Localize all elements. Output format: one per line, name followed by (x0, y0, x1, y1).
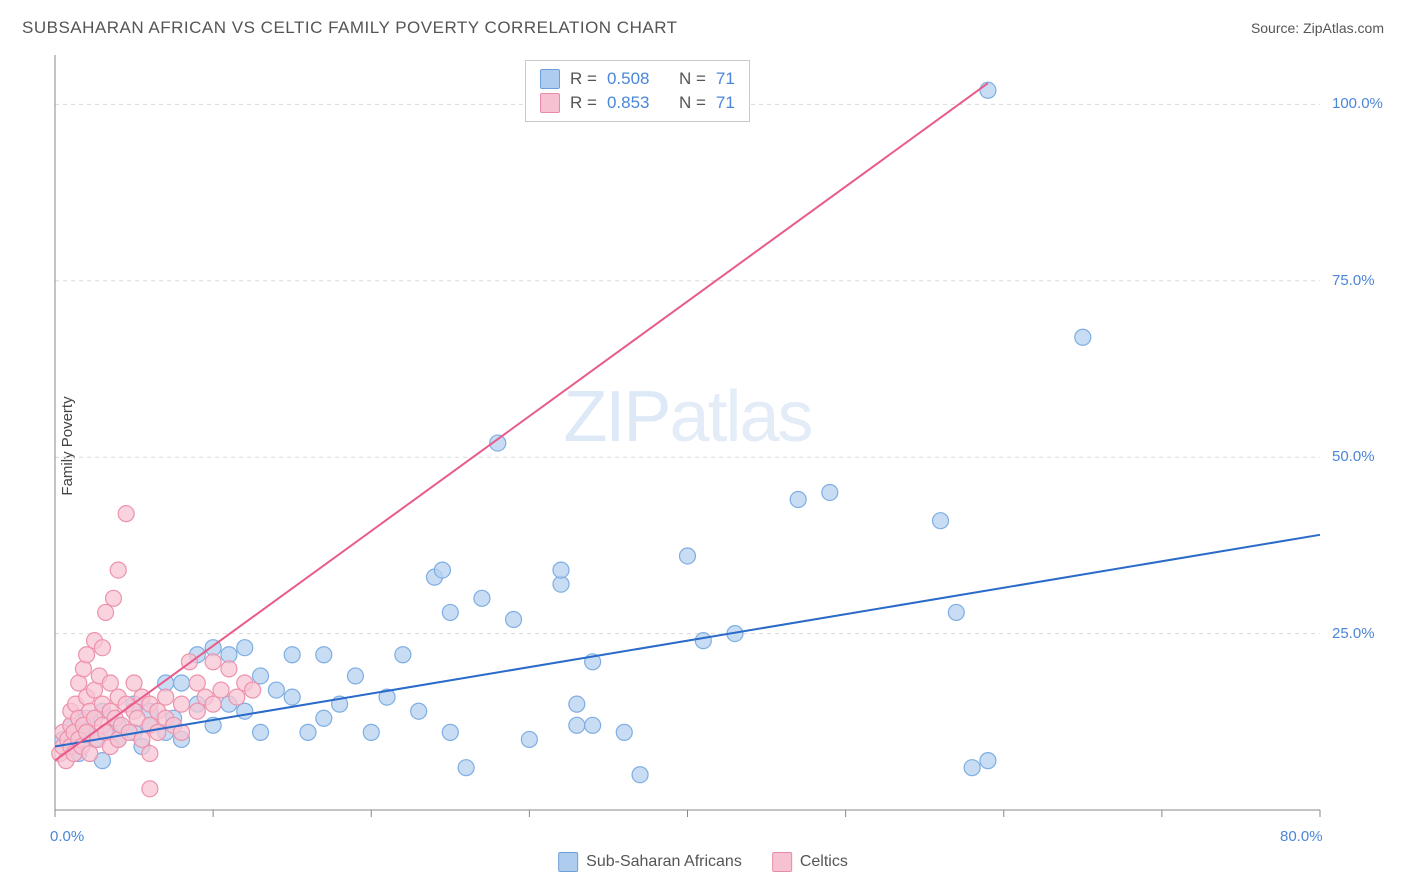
bottom-legend-label-1: Sub-Saharan Africans (586, 853, 742, 871)
stats-row-series-1: R = 0.508 N = 71 (540, 67, 735, 91)
legend-swatch-bottom-1 (558, 852, 578, 872)
x-tick-label: 80.0% (1280, 828, 1323, 845)
stats-row-series-2: R = 0.853 N = 71 (540, 91, 735, 115)
y-tick-label: 25.0% (1332, 625, 1375, 642)
n-value-series-1: 71 (716, 69, 735, 89)
x-tick-label: 0.0% (50, 828, 84, 845)
legend-swatch-bottom-2 (772, 852, 792, 872)
legend-swatch-series-1 (540, 69, 560, 89)
plot-area: ZIPatlas (55, 55, 1320, 810)
y-tick-label: 50.0% (1332, 448, 1375, 465)
chart-title: SUBSAHARAN AFRICAN VS CELTIC FAMILY POVE… (22, 18, 678, 38)
n-value-series-2: 71 (716, 93, 735, 113)
chart-source: Source: ZipAtlas.com (1251, 20, 1384, 36)
r-value-series-2: 0.853 (607, 93, 650, 113)
r-label: R = (570, 93, 597, 113)
bottom-legend: Sub-Saharan Africans Celtics (558, 852, 848, 872)
plot-svg (55, 55, 1320, 810)
stats-legend: R = 0.508 N = 71 R = 0.853 N = 71 (525, 60, 750, 122)
bottom-legend-label-2: Celtics (800, 853, 848, 871)
chart-container: SUBSAHARAN AFRICAN VS CELTIC FAMILY POVE… (0, 0, 1406, 892)
bottom-legend-item-1: Sub-Saharan Africans (558, 852, 742, 872)
legend-swatch-series-2 (540, 93, 560, 113)
bottom-legend-item-2: Celtics (772, 852, 848, 872)
n-label: N = (679, 93, 706, 113)
y-tick-label: 100.0% (1332, 95, 1383, 112)
r-value-series-1: 0.508 (607, 69, 650, 89)
r-label: R = (570, 69, 597, 89)
n-label: N = (679, 69, 706, 89)
y-tick-label: 75.0% (1332, 272, 1375, 289)
